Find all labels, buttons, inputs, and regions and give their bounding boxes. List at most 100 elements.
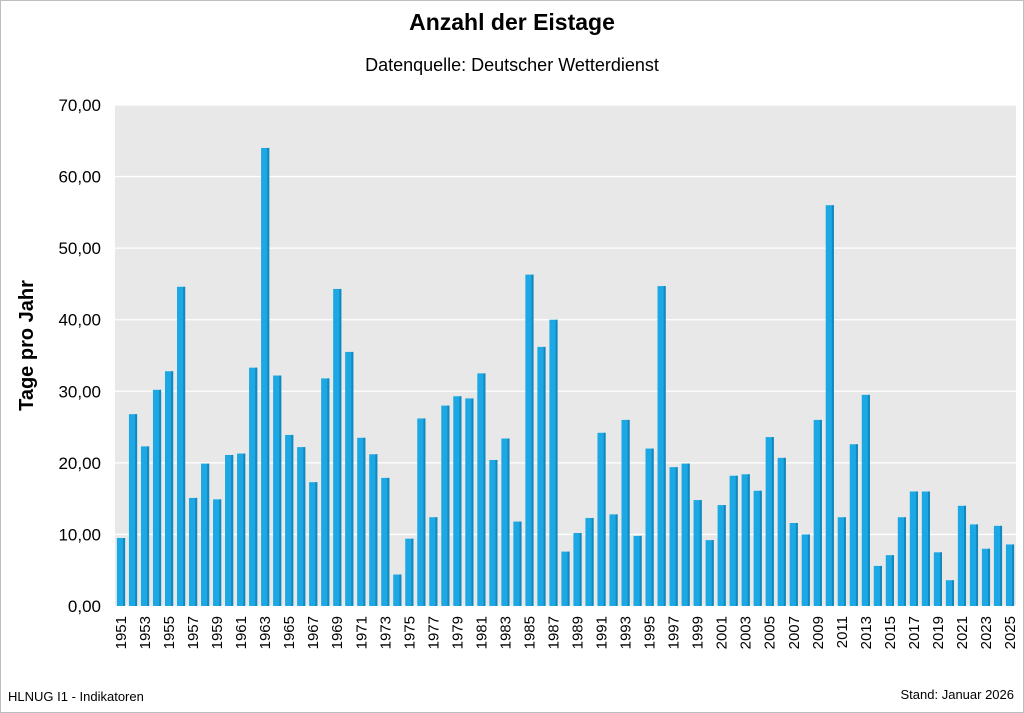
x-tick-label: 1977 [425,616,442,649]
bar-shade [964,505,967,606]
bar-2000 [705,540,714,606]
bar-shade [207,463,210,606]
bar-1977 [429,517,438,606]
bar-shade [171,371,174,606]
x-tick-label: 1991 [594,616,611,649]
y-tick-label: 0,00 [68,597,101,616]
bar-shade [988,548,991,606]
bar-2008 [801,534,810,606]
bar-1995 [645,448,654,606]
bar-shade [1000,525,1003,606]
bar-1989 [573,532,582,606]
x-tick-label: 1959 [209,616,226,649]
x-tick-label: 2003 [738,616,755,649]
x-tick-label: 2017 [906,616,923,649]
bar-shade [255,367,258,606]
bar-shade [735,475,738,606]
bar-1962 [249,367,258,606]
bar-1997 [669,467,678,606]
y-tick-label: 50,00 [58,239,101,258]
bar-1952 [128,414,138,606]
x-tick-label: 1955 [161,616,178,649]
y-tick-label: 70,00 [58,96,101,115]
bar-shade [579,532,582,606]
bar-1951 [116,538,126,606]
x-tick-label: 1967 [305,616,322,649]
bar-shade [687,463,690,606]
bar-2007 [789,522,798,606]
bar-shade [795,522,798,606]
bar-shade [952,580,955,606]
x-tick-label: 2019 [930,616,947,649]
bar-2012 [849,444,858,606]
chart-title: Anzahl der Eistage [409,9,615,35]
footer-date: Stand: Januar 2026 [900,687,1014,702]
bar-shade [375,454,378,606]
bar-1986 [537,346,546,606]
bar-1981 [477,373,486,606]
bar-1984 [513,521,522,606]
y-tick-label: 10,00 [58,525,101,544]
bar-shade [699,500,702,606]
x-tick-label: 2001 [714,616,731,649]
x-tick-label: 1973 [377,616,394,649]
x-tick-label: 2013 [858,616,875,649]
bar-shade [807,534,810,606]
bar-shade [399,574,402,606]
x-tick-label: 1983 [497,616,514,649]
bar-2020 [945,580,955,606]
bar-1957 [189,497,198,606]
bar-1983 [501,438,510,606]
bar-1954 [152,389,162,606]
bar-1985 [525,274,534,606]
bar-shade [855,444,858,606]
footer-source: HLNUG I1 - Indikatoren [8,689,144,704]
y-axis-ticks: 0,00 10,00 20,00 30,00 40,00 50,00 60,00 70,00 [58,96,101,616]
bar-shade [219,499,222,606]
bar-1963 [261,147,270,606]
bar-1973 [381,477,390,606]
bar-2018 [921,491,930,606]
bar-shade [711,540,714,606]
bar-1991 [597,432,606,606]
x-tick-label: 2025 [1002,616,1019,649]
bar-shade [639,535,642,606]
x-tick-label: 2015 [882,616,899,649]
bar-shade [843,517,846,606]
bar-shade [159,389,162,606]
bar-2015 [885,555,894,606]
bar-2003 [741,474,750,606]
bar-2025 [1005,544,1015,606]
bar-shade [147,446,150,606]
bar-1987 [549,319,558,606]
bar-shade [267,147,270,606]
x-tick-label: 1989 [570,616,587,649]
bar-shade [471,398,474,606]
x-tick-label: 1981 [473,616,490,649]
bar-2001 [717,505,726,606]
bar-shade [435,517,438,606]
bar-shade [819,419,822,606]
bar-2022 [969,524,979,606]
bar-shade [651,448,654,606]
x-tick-label: 1975 [401,616,418,649]
bar-shade [831,205,834,606]
bar-shade [627,419,630,606]
bar-1960 [225,454,234,606]
bar-shade [591,517,594,606]
bar-shade [351,351,354,606]
bar-shade [543,346,546,606]
x-tick-label: 1969 [329,616,346,649]
bar-1979 [453,396,462,606]
bar-1975 [405,538,414,606]
bar-shade [879,565,882,606]
bar-shade [339,288,342,606]
bar-shade [411,538,414,606]
bar-2021 [957,505,967,606]
bar-shade [123,538,126,606]
bar-shade [495,459,498,606]
bar-2019 [933,552,942,606]
y-tick-label: 30,00 [58,382,101,401]
x-tick-label: 1961 [233,616,250,649]
bar-1955 [164,371,174,606]
